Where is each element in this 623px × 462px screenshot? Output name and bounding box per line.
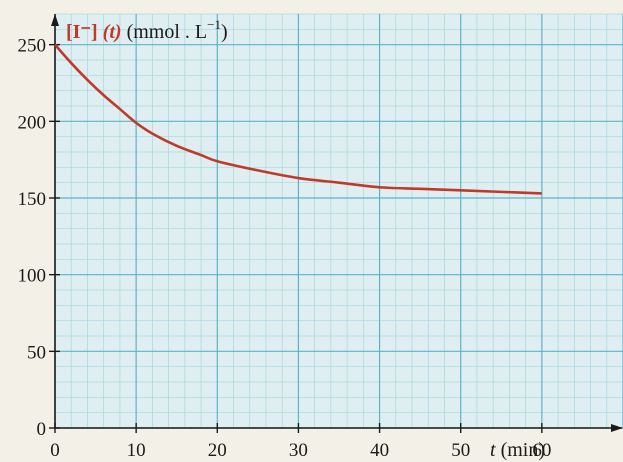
x-tick-label: 60 <box>532 440 551 461</box>
y-axis-arrow <box>51 14 59 26</box>
y-tick-label: 150 <box>18 189 47 210</box>
x-tick-label: 0 <box>50 440 60 461</box>
grid-minor <box>55 13 623 428</box>
x-tick-label: 50 <box>451 440 470 461</box>
ticks <box>49 43 543 433</box>
tick-labels: 0 10 20 30 40 50 60 0 50 100 150 200 250 <box>18 36 552 461</box>
x-tick-label: 20 <box>208 440 227 461</box>
y-tick-label: 50 <box>27 342 46 363</box>
y-axis-unit-exponent: −1 <box>207 17 221 32</box>
y-tick-label: 200 <box>18 112 47 133</box>
y-axis-title: [I⁻] (t) (mmol . L−1) <box>66 17 228 43</box>
x-tick-label: 10 <box>127 440 146 461</box>
y-axis-species: [I⁻] <box>66 21 98 43</box>
y-tick-label: 0 <box>37 419 47 440</box>
x-axis-arrow <box>611 424 623 432</box>
axes <box>51 14 623 432</box>
x-tick-label: 40 <box>370 440 389 461</box>
y-axis-unit-close: ) <box>221 21 228 43</box>
series-line <box>54 43 542 195</box>
x-axis-unit: (min) <box>501 439 545 461</box>
x-axis-variable: t <box>490 439 496 461</box>
x-tick-label: 30 <box>289 440 308 461</box>
y-axis-unit: (mmol . L <box>127 21 208 43</box>
plot-background <box>55 14 623 428</box>
y-tick-label: 250 <box>18 36 47 57</box>
y-axis-variable: (t) <box>103 21 122 43</box>
x-axis-title: t (min) <box>490 439 545 461</box>
y-tick-label: 100 <box>18 266 47 287</box>
